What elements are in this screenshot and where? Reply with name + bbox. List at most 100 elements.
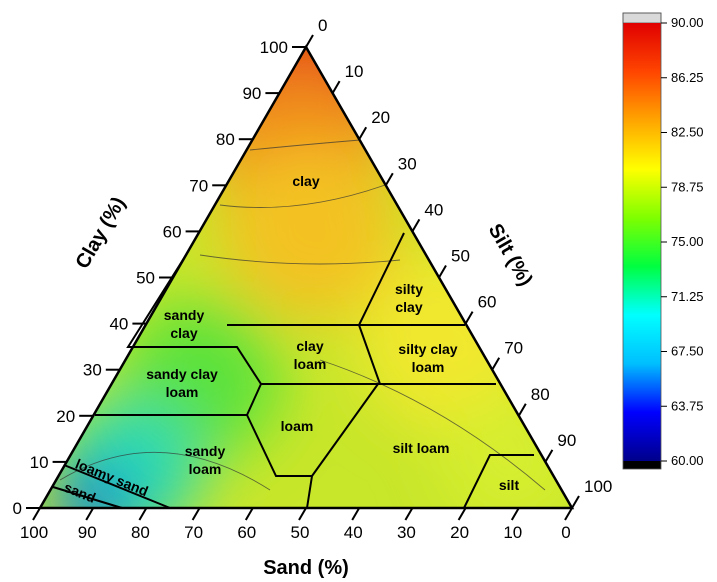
sand-tick-label: 50 [291, 523, 310, 542]
colorbar-tick-label: 86.25 [671, 70, 704, 85]
silt-tick [384, 172, 394, 186]
silt-tick [544, 449, 554, 463]
silt-tick [517, 403, 527, 417]
colorbar-tick-label: 67.50 [671, 344, 704, 359]
axis-title-clay: Clay (%) [72, 193, 131, 272]
clay-tick-label: 100 [260, 38, 288, 57]
silt-tick-label: 60 [478, 293, 497, 312]
region-label-line: sandy [164, 307, 205, 323]
silt-tick-label: 80 [531, 385, 550, 404]
colorbar-tick-label: 78.75 [671, 179, 704, 194]
sand-tick-label: 90 [78, 523, 97, 542]
sand-tick-label: 60 [237, 523, 256, 542]
region-label: silt [499, 477, 520, 493]
sand-tick [191, 507, 201, 521]
region-label-line: silt [499, 477, 520, 493]
colorbar-tick-label: 82.50 [671, 125, 704, 140]
region-label: sandy loam [185, 443, 226, 477]
region-label: clay loam [294, 338, 327, 372]
clay-tick-label: 10 [30, 453, 49, 472]
colorbar-tick-label: 90.00 [671, 15, 704, 30]
sand-tick-label: 100 [20, 523, 48, 542]
silt-tick-label: 90 [557, 431, 576, 450]
region-label-line: sandy clay [146, 366, 218, 382]
sand-tick [564, 507, 573, 521]
sand-tick [457, 507, 467, 521]
clay-tick-label: 70 [189, 176, 208, 195]
region-label: silt loam [393, 440, 450, 456]
region-label: sandy clay [164, 307, 205, 341]
silt-tick-label: 10 [345, 62, 364, 81]
region-label: silty clay [395, 281, 423, 315]
tick-marks [26, 34, 580, 521]
colorbar-top-cap [622, 12, 662, 24]
region-label: loam [281, 418, 314, 434]
clay-tick-label: 90 [242, 84, 261, 103]
region-label-line: sandy [185, 443, 226, 459]
silt-tick [571, 495, 580, 509]
silt-tick [305, 34, 314, 48]
sand-tick-label: 10 [503, 523, 522, 542]
sand-tick [138, 507, 148, 521]
clay-tick-label: 30 [83, 361, 102, 380]
sand-tick [510, 507, 520, 521]
region-label-line: clay [395, 299, 422, 315]
region-label-line: loam [412, 359, 445, 375]
sand-tick [244, 507, 254, 521]
silt-tick [331, 80, 341, 94]
sand-tick-label: 20 [450, 523, 469, 542]
region-label-line: silty [395, 281, 423, 297]
region-label-line: loam [281, 418, 314, 434]
sand-tick [351, 507, 361, 521]
silt-tick-label: 50 [451, 247, 470, 266]
silt-tick [438, 264, 447, 279]
sand-tick [85, 507, 95, 521]
silt-tick [411, 218, 421, 232]
region-label-line: loam [189, 461, 222, 477]
colorbar-tick-label: 63.75 [671, 398, 704, 413]
axis-title-silt: Silt (%) [484, 220, 537, 290]
sand-tick [298, 507, 307, 521]
region-label-line: silt loam [393, 440, 450, 456]
sand-tick-label: 80 [131, 523, 150, 542]
region-label-line: loam [166, 384, 199, 400]
region-label-line: loam [294, 356, 327, 372]
colorbar-tick-label: 60.00 [671, 453, 704, 468]
clay-tick-label: 60 [163, 222, 182, 241]
silt-tick-label: 30 [398, 154, 417, 173]
silt-tick-label: 100 [584, 477, 612, 496]
colorbar-tick-label: 75.00 [671, 234, 704, 249]
region-label-line: clay [292, 173, 319, 189]
region-label-line: silty clay [398, 341, 457, 357]
silt-tick [464, 311, 474, 325]
sand-tick-label: 30 [397, 523, 416, 542]
silt-tick-label: 0 [318, 16, 327, 35]
region-label-line: clay [170, 325, 197, 341]
silt-tick-label: 40 [424, 200, 443, 219]
sand-tick-label: 0 [561, 523, 570, 542]
region-label: clay [292, 173, 319, 189]
clay-tick-label: 40 [109, 315, 128, 334]
colorbar: 90.00 86.25 82.50 78.75 75.00 71.25 67.50 63.75… [622, 12, 704, 470]
sand-tick-label: 70 [184, 523, 203, 542]
colorbar-frame [622, 12, 662, 470]
silt-tick [358, 126, 368, 140]
silt-tick-label: 20 [371, 108, 390, 127]
silt-tick [491, 357, 501, 371]
axis-title-sand: Sand (%) [263, 557, 349, 579]
colorbar-ticks: 90.00 86.25 82.50 78.75 75.00 71.25 67.50 63.75… [661, 15, 704, 468]
colorbar-tick-label: 71.25 [671, 289, 704, 304]
region-label: sandy clay loam [146, 366, 218, 400]
tick-labels: 100 90 80 70 60 50 40 30 20 10 0010203040506070809… [13, 16, 613, 542]
colorbar-bottom-cap [623, 461, 661, 469]
region-label: silty clay loam [398, 341, 457, 375]
sand-tick [404, 507, 414, 521]
sand-tick-label: 40 [344, 523, 363, 542]
clay-tick-label: 50 [136, 269, 155, 288]
clay-tick-label: 80 [216, 130, 235, 149]
silt-tick-label: 70 [504, 339, 523, 358]
colorbar-ramp [623, 23, 661, 461]
texture-boundaries [52, 232, 534, 509]
clay-tick-label: 0 [13, 499, 22, 518]
